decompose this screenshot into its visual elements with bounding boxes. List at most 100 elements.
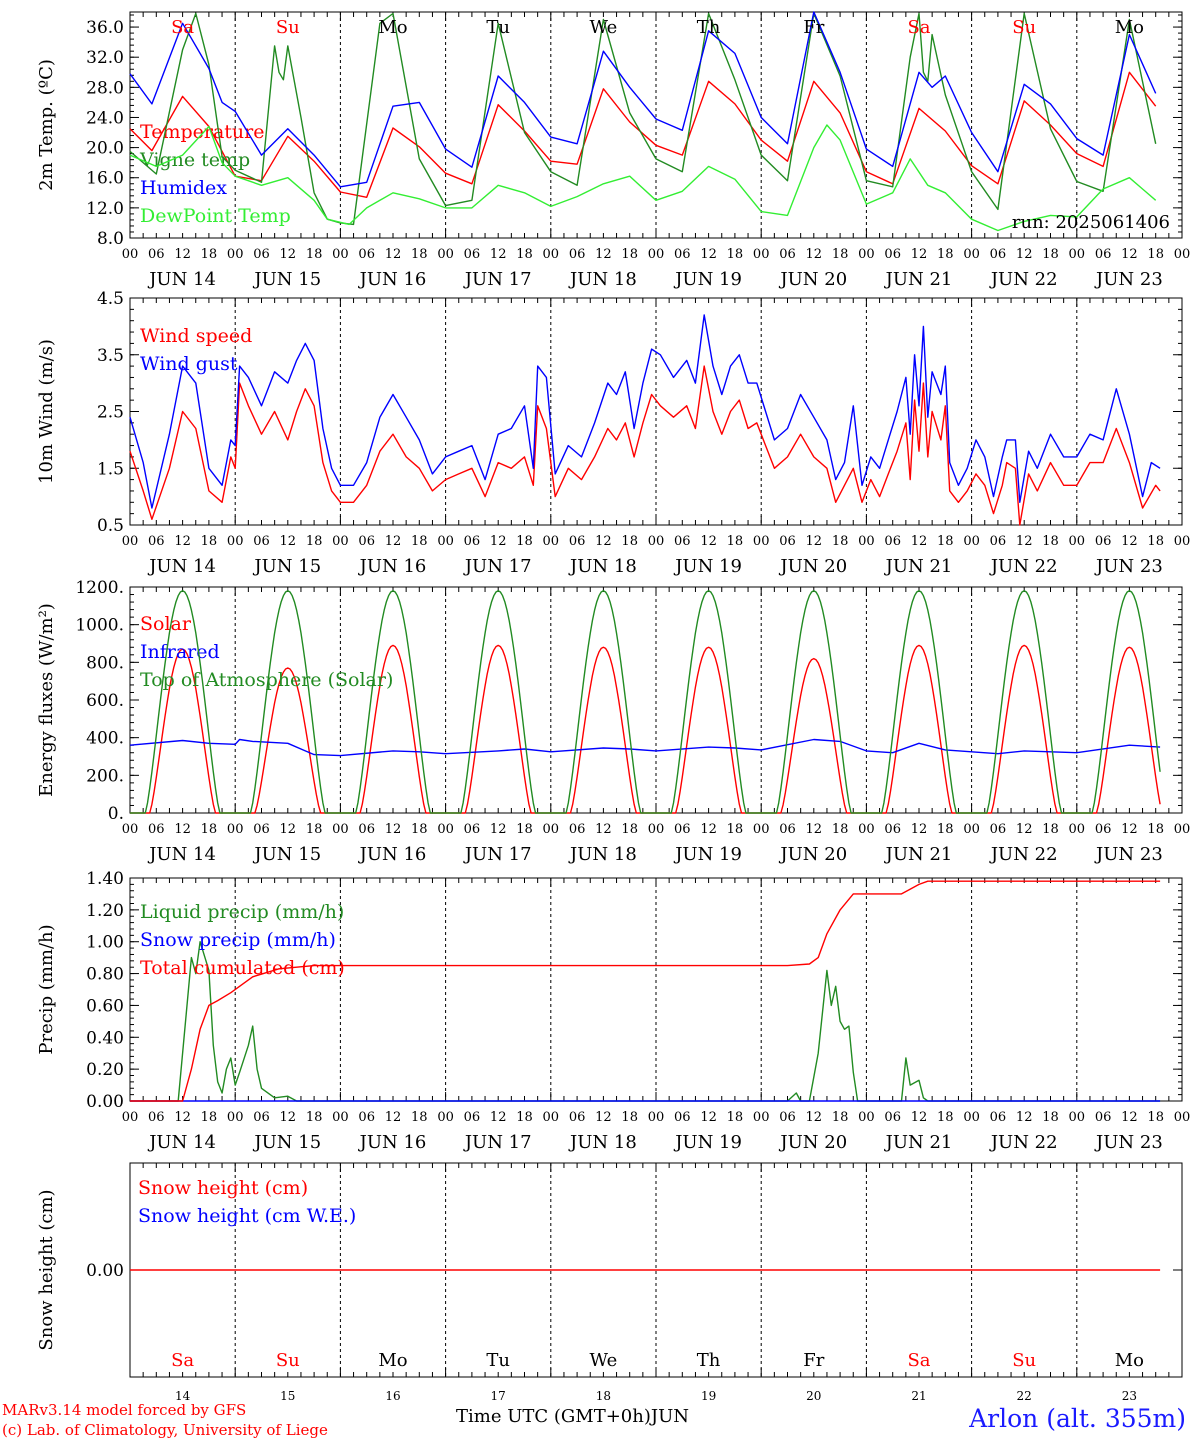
hour-tick-label: 18 (937, 247, 954, 262)
hour-tick-label: 18 (201, 822, 218, 837)
y-tick-label: 1200. (75, 578, 124, 598)
hour-tick-label: 06 (1095, 534, 1112, 549)
dow-label: Th (697, 17, 721, 38)
hour-tick-label: 00 (858, 822, 875, 837)
y-tick-label: 36.0 (86, 18, 124, 38)
hour-tick-label: 06 (990, 1110, 1007, 1125)
hour-tick-label: 00 (753, 534, 770, 549)
panel-4: 0.00 0.20 0.40 0.60 0.80 1.00 1.20 1.40 Precip (… (36, 869, 1190, 1153)
hour-tick-label: 00 (332, 822, 349, 837)
date-label: JUN 23 (1094, 556, 1163, 577)
hour-tick-label: 12 (1016, 822, 1033, 837)
day-number-label: 21 (911, 1389, 926, 1403)
y-tick-label: 1.20 (86, 901, 124, 921)
y-axis-label: Precip (mm/h) (36, 924, 57, 1054)
y-tick-label: 1.40 (86, 869, 124, 889)
run-label: run: 2025061406 (1012, 212, 1170, 233)
hour-tick-label: 06 (884, 822, 901, 837)
hour-tick-label: 18 (727, 247, 744, 262)
y-axis-label: 10m Wind (m/s) (36, 339, 57, 484)
legend-label: Wind speed (140, 325, 252, 347)
hour-tick-label: 06 (148, 247, 165, 262)
hour-tick-label: 00 (1069, 822, 1086, 837)
hour-tick-label: 12 (1016, 247, 1033, 262)
dow-label: Tu (486, 1350, 510, 1371)
hour-tick-label: 06 (1095, 1110, 1112, 1125)
hour-tick-label: 18 (411, 247, 428, 262)
legend-label: Vigne temp (139, 149, 250, 171)
hour-tick-label: 06 (253, 822, 270, 837)
hour-tick-label: 06 (464, 1110, 481, 1125)
credits: MARv3.14 model forced by GFS (c) Lab. of… (2, 1400, 328, 1440)
series-line (129, 314, 1161, 509)
hour-tick-label: 00 (963, 534, 980, 549)
dow-label: Sa (907, 1350, 930, 1371)
series-line (130, 880, 1161, 1102)
legend-label: Liquid precip (mm/h) (140, 901, 344, 923)
date-label: JUN 14 (147, 844, 216, 865)
hour-tick-label: 18 (306, 1110, 323, 1125)
y-tick-label: 8.0 (97, 229, 124, 249)
panel-3: 0. 200. 400. 600. 800. 1000. 1200. Energy fluxe… (36, 578, 1190, 865)
hour-tick-label: 00 (437, 1110, 454, 1125)
panel-5: 0.00 Snow height (cm) Snow height (cm) Snow… (36, 1162, 1183, 1403)
dow-label: Sa (171, 17, 194, 38)
dow-label: Su (1012, 1350, 1036, 1371)
hour-tick-label: 06 (464, 247, 481, 262)
hour-tick-label: 00 (1069, 1110, 1086, 1125)
hour-tick-label: 06 (674, 1110, 691, 1125)
hour-tick-label: 06 (779, 822, 796, 837)
hour-tick-label: 12 (700, 247, 717, 262)
day-number-label: 17 (491, 1389, 506, 1403)
panel-1: 8.0 12.0 16.0 20.0 24.0 28.0 32.0 36.0 2m Temp. … (36, 11, 1191, 290)
hour-tick-label: 00 (543, 247, 560, 262)
dow-label: Mo (378, 17, 407, 38)
legend-label: Top of Atmosphere (Solar) (140, 669, 393, 691)
date-label: JUN 22 (989, 844, 1058, 865)
date-label: JUN 20 (778, 1132, 847, 1153)
y-axis-label: 2m Temp. (ºC) (36, 59, 57, 191)
date-label: JUN 23 (1094, 1132, 1163, 1153)
hour-tick-label: 06 (358, 1110, 375, 1125)
hour-tick-label: 12 (490, 247, 507, 262)
hour-tick-label: 12 (806, 247, 823, 262)
y-tick-label: 0. (108, 804, 124, 824)
dow-label: Tu (486, 17, 510, 38)
hour-tick-label: 18 (411, 1110, 428, 1125)
hour-tick-label: 18 (201, 1110, 218, 1125)
hour-tick-label: 18 (1147, 534, 1164, 549)
y-tick-label: 28.0 (86, 78, 124, 98)
hour-tick-label: 12 (911, 534, 928, 549)
y-axis-label: Snow height (cm) (36, 1189, 57, 1350)
credit-line-1: MARv3.14 model forced by GFS (2, 1401, 247, 1419)
hour-tick-label: 00 (753, 247, 770, 262)
hour-tick-label: 12 (595, 822, 612, 837)
hour-tick-label: 18 (727, 1110, 744, 1125)
y-tick-label: 32.0 (86, 48, 124, 68)
hour-tick-label: 18 (937, 1110, 954, 1125)
hour-tick-label: 12 (595, 534, 612, 549)
hour-tick-label: 06 (253, 1110, 270, 1125)
y-tick-label: 0.60 (86, 996, 124, 1016)
legend-label: Total cumulated (cm) (140, 957, 345, 979)
legend-label: Snow precip (mm/h) (140, 929, 336, 951)
day-number-label: 15 (280, 1389, 295, 1403)
hour-tick-label: 12 (174, 534, 191, 549)
date-label: JUN 15 (252, 844, 321, 865)
hour-tick-label: 00 (858, 1110, 875, 1125)
hour-tick-label: 00 (1174, 247, 1191, 262)
y-tick-label: 0.80 (86, 965, 124, 985)
hour-tick-label: 18 (306, 822, 323, 837)
dow-label: Su (276, 17, 300, 38)
hour-tick-label: 12 (700, 534, 717, 549)
hour-tick-label: 06 (358, 534, 375, 549)
date-label: JUN 15 (252, 556, 321, 577)
date-label: JUN 21 (884, 269, 953, 290)
hour-tick-label: 06 (253, 534, 270, 549)
hour-tick-label: 12 (385, 247, 402, 262)
date-label: JUN 23 (1094, 269, 1163, 290)
hour-tick-label: 12 (490, 1110, 507, 1125)
hour-tick-label: 18 (727, 534, 744, 549)
hour-tick-label: 12 (806, 1110, 823, 1125)
hour-tick-label: 00 (332, 1110, 349, 1125)
